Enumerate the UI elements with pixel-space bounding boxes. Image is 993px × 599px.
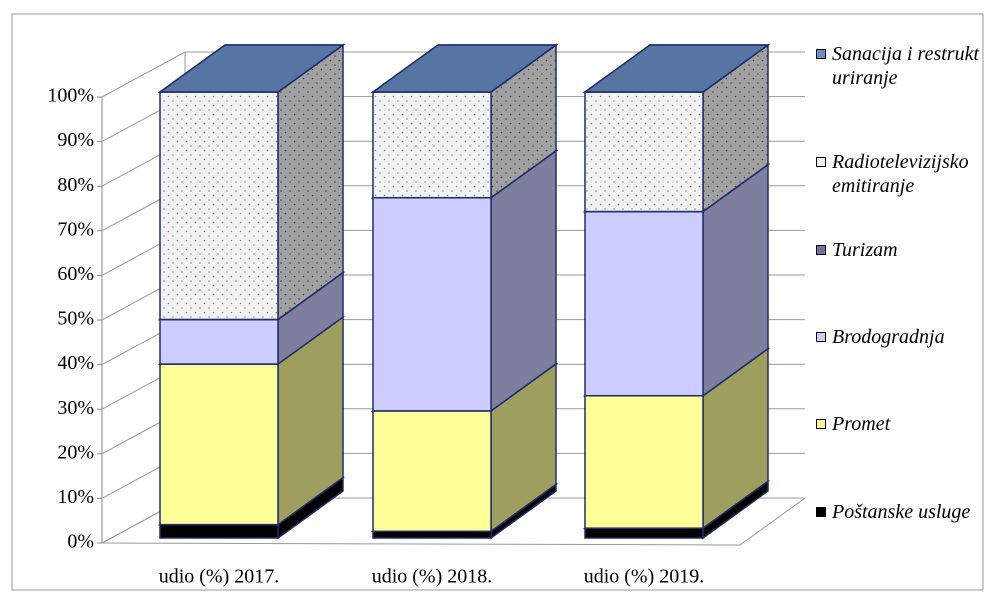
y-tick-label: 30% — [57, 397, 94, 419]
bar-top — [157, 44, 346, 93]
legend-swatch — [816, 332, 826, 342]
x-tick-label: udio (%) 2017. — [159, 566, 280, 588]
legend-swatch — [816, 245, 826, 255]
legend-swatch — [816, 419, 826, 429]
bar — [584, 210, 704, 397]
x-tick-label: udio (%) 2018. — [372, 566, 493, 588]
bar-side — [277, 43, 344, 321]
bar — [159, 318, 279, 365]
bar — [372, 530, 492, 539]
bar — [159, 523, 279, 539]
bar — [584, 394, 704, 529]
y-tick-label: 90% — [57, 129, 94, 151]
legend-label: Radiotelevizijsko emitiranje — [832, 151, 969, 197]
y-tick-label: 50% — [57, 308, 94, 330]
chart-border — [11, 13, 984, 591]
bar — [372, 196, 492, 412]
y-tick-label: 20% — [57, 441, 94, 463]
legend-swatch — [816, 157, 826, 167]
bar — [584, 527, 704, 539]
bar — [372, 91, 492, 199]
bar-top — [370, 44, 559, 93]
bar — [372, 410, 492, 533]
y-tick-label: 70% — [57, 218, 94, 240]
y-tick-label: 0% — [67, 531, 94, 553]
bar-top — [582, 44, 771, 93]
y-tick-label: 100% — [47, 85, 94, 107]
grid-line — [101, 51, 805, 98]
y-tick-label: 40% — [57, 352, 94, 374]
legend-label: Poštanske usluge — [832, 501, 971, 523]
legend-label: Sanacija i restrukturiranje — [832, 43, 980, 89]
y-tick-label: 60% — [57, 263, 94, 285]
y-tick-label: 80% — [57, 174, 94, 196]
legend-label: Brodogradnja — [832, 326, 945, 348]
bar — [584, 91, 704, 213]
x-tick-label: udio (%) 2019. — [584, 566, 705, 588]
bar — [159, 91, 279, 321]
legend-swatch — [816, 507, 826, 517]
legend-label: Turizam — [832, 239, 898, 261]
y-tick-label: 10% — [57, 486, 94, 508]
bar — [159, 363, 279, 526]
legend-swatch — [816, 49, 826, 59]
legend-label: Promet — [832, 413, 891, 435]
